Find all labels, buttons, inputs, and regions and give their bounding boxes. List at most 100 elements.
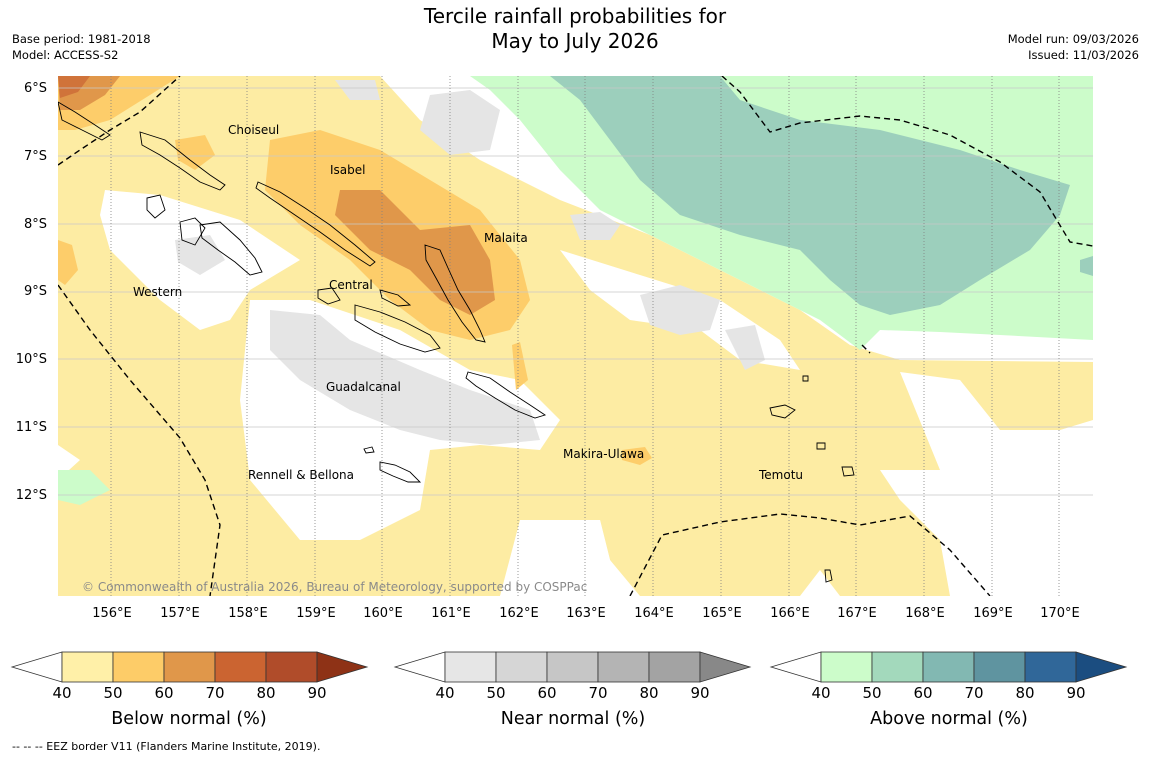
below-normal-50-small-2 <box>58 240 78 285</box>
model-run-text: Model run: 09/03/2026 <box>1007 32 1139 46</box>
title-line-2: May to July 2026 <box>491 29 659 53</box>
lon-label-164e: 164°E <box>634 606 674 621</box>
temotu-island-3 <box>841 466 855 477</box>
isabel-island <box>255 181 376 267</box>
lon-label-156e: 156°E <box>92 606 132 621</box>
temotu-island-1 <box>769 404 796 419</box>
central-islands <box>317 287 412 307</box>
below-normal-70-nw <box>58 76 90 98</box>
cb-above-tick: 40 <box>811 684 831 702</box>
metadata-left: Base period: 1981-2018 Model: ACCESS-S2 <box>12 31 151 63</box>
region-label-choiseul: Choiseul <box>228 123 280 137</box>
below-normal-50-small-1 <box>175 135 215 170</box>
issued-text: Issued: 11/03/2026 <box>1028 48 1139 62</box>
colorbar-below-bin <box>61 651 114 683</box>
lat-label-8s: 8°S <box>23 217 47 232</box>
near-normal-patch-2 <box>420 90 500 155</box>
colorbar-near-bin <box>495 651 548 683</box>
cb-above-tick: 80 <box>1015 684 1035 702</box>
cb-below-tick: 60 <box>154 684 174 702</box>
near-normal-patch-7 <box>335 80 380 100</box>
colorbar-below-low-arrow <box>10 651 63 683</box>
colorbar-near-high-arrow <box>699 651 752 683</box>
region-label-guadalcanal: Guadalcanal <box>326 380 401 394</box>
eez-south <box>629 513 991 596</box>
eez-border <box>58 76 1093 596</box>
lon-label-157e: 157°E <box>160 606 200 621</box>
bellona-island <box>363 446 375 454</box>
region-label-central: Central <box>329 278 373 292</box>
eez-north-east <box>721 76 1093 247</box>
cb-near-tick: 70 <box>588 684 608 702</box>
colorbar-above-title: Above normal (%) <box>870 709 1028 729</box>
region-label-temotu: Temotu <box>759 468 804 482</box>
guadalcanal-island <box>354 304 441 353</box>
cb-near-tick: 60 <box>537 684 557 702</box>
colorbar-below-high-arrow <box>316 651 369 683</box>
temotu-island-5 <box>802 375 809 382</box>
colorbar-below-title: Below normal (%) <box>111 709 267 729</box>
eez-north-west <box>58 76 181 166</box>
colorbar-below-bin <box>163 651 216 683</box>
eez-west <box>58 284 221 596</box>
cb-below-tick: 50 <box>103 684 123 702</box>
cb-near-tick: 90 <box>690 684 710 702</box>
choiseul-island <box>139 131 226 191</box>
cb-above-tick: 60 <box>913 684 933 702</box>
lon-label-169e: 169°E <box>973 606 1013 621</box>
lon-label-166e: 166°E <box>770 606 810 621</box>
colorbar-below-bin <box>214 651 267 683</box>
western-island-2 <box>199 221 263 276</box>
island-outlines <box>58 101 855 583</box>
cb-above-tick: 50 <box>862 684 882 702</box>
below-normal-50-small-3 <box>512 342 528 390</box>
region-label-rennell-bellona: Rennell & Bellona <box>248 468 355 482</box>
lat-label-6s: 6°S <box>23 81 47 96</box>
colorbar-above-bin <box>820 651 873 683</box>
colorbar-above-normal <box>769 651 1128 683</box>
colorbar-above-low-arrow <box>769 651 822 683</box>
colorbar-near-bin <box>546 651 599 683</box>
colorbar-above-bin <box>922 651 975 683</box>
copyright-notice: © Commonwealth of Australia 2026, Bureau… <box>82 580 588 594</box>
near-normal-patch-4 <box>640 285 720 335</box>
model-text: Model: ACCESS-S2 <box>12 48 119 62</box>
title-line-1: Tercile rainfall probabilities for <box>423 4 727 28</box>
lat-label-10s: 10°S <box>15 352 47 367</box>
colorbar-above-bin <box>1024 651 1077 683</box>
lon-label-160e: 160°E <box>363 606 403 621</box>
above-normal-patch-east <box>1080 256 1093 276</box>
colorbar-above-bin <box>871 651 924 683</box>
near-normal-patch-3 <box>570 212 620 240</box>
lon-label-165e: 165°E <box>702 606 742 621</box>
probability-shading <box>58 76 1093 596</box>
above-normal-patch-sw <box>58 470 110 505</box>
cb-below-tick: 80 <box>256 684 276 702</box>
region-label-western: Western <box>133 285 183 299</box>
bougainville-coast <box>58 101 111 141</box>
colorbar-below-bin <box>112 651 165 683</box>
below-normal-50-small-4 <box>622 447 652 465</box>
lon-label-161e: 161°E <box>431 606 471 621</box>
temotu-island-2 <box>816 442 826 450</box>
rennell-island <box>379 461 422 483</box>
cb-below-tick: 40 <box>52 684 72 702</box>
colorbar-above-bin <box>973 651 1026 683</box>
colorbar-near-bin <box>444 651 497 683</box>
lat-label-9s: 9°S <box>23 284 47 299</box>
cb-near-tick: 40 <box>435 684 455 702</box>
lat-label-7s: 7°S <box>23 149 47 164</box>
metadata-right: Model run: 09/03/2026 Issued: 11/03/2026 <box>1008 31 1139 63</box>
chart-title: Tercile rainfall probabilities for May t… <box>0 4 1150 54</box>
makira-island <box>465 371 547 419</box>
lon-label-159e: 159°E <box>296 606 336 621</box>
cb-above-tick: 90 <box>1066 684 1086 702</box>
cb-below-tick: 70 <box>205 684 225 702</box>
colorbar-below-bin <box>265 651 318 683</box>
latitude-gridlines <box>58 87 1093 496</box>
colorbar-above-high-arrow <box>1075 651 1128 683</box>
colorbar-near-normal <box>393 651 752 683</box>
temotu-island-4 <box>824 569 833 583</box>
cb-above-tick: 70 <box>964 684 984 702</box>
